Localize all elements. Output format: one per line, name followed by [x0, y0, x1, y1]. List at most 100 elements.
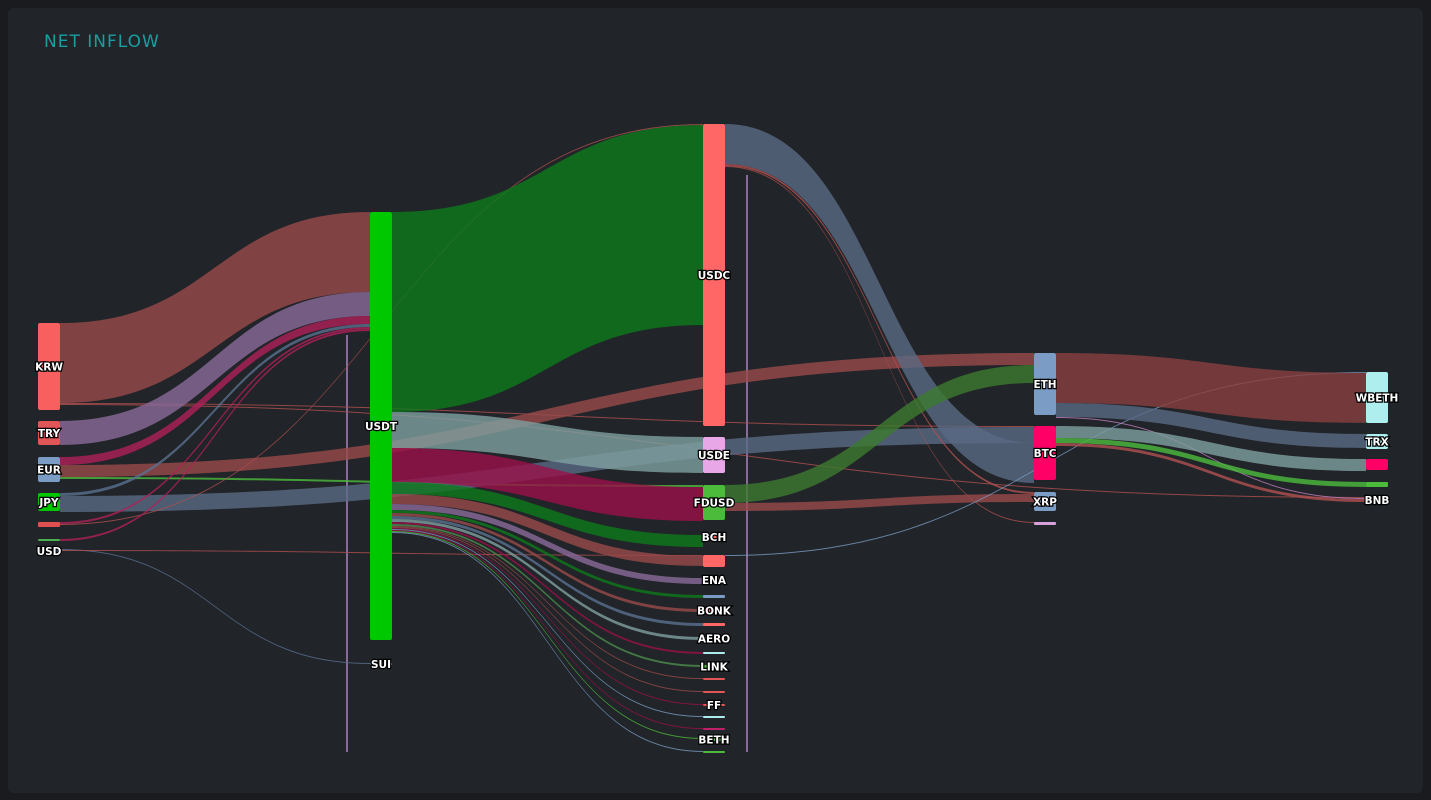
sankey-link[interactable] [392, 482, 703, 547]
node-label: USDC [698, 270, 731, 282]
node-label: FF [707, 700, 721, 712]
sankey-link[interactable] [392, 412, 703, 473]
sankey-link[interactable] [392, 526, 703, 679]
sankey-link[interactable] [60, 327, 370, 524]
nodes-layer [38, 124, 1388, 753]
sankey-node[interactable] [38, 457, 60, 482]
sankey-node[interactable] [703, 704, 725, 706]
sankey-node[interactable] [703, 738, 725, 741]
sankey-node[interactable] [703, 437, 725, 473]
sankey-link[interactable] [725, 124, 1034, 483]
sankey-link[interactable] [392, 531, 703, 739]
node-label: TRY [38, 428, 61, 440]
sankey-link[interactable] [725, 166, 1034, 523]
sankey-link[interactable] [392, 513, 703, 612]
sankey-link[interactable] [1056, 417, 1366, 499]
sankey-link[interactable] [392, 504, 703, 584]
sankey-link[interactable] [725, 365, 1034, 503]
sankey-link[interactable] [725, 164, 1034, 494]
sankey-link[interactable] [1056, 403, 1366, 448]
sankey-link[interactable] [60, 549, 370, 664]
sankey-node[interactable] [1366, 482, 1388, 487]
sankey-node[interactable] [703, 678, 725, 680]
sankey-node[interactable] [370, 663, 392, 665]
sankey-node[interactable] [1034, 353, 1056, 415]
sankey-link[interactable] [1056, 438, 1366, 487]
sankey-link[interactable] [1056, 353, 1366, 423]
node-label: BONK [697, 606, 732, 618]
sankey-link[interactable] [392, 528, 703, 705]
sankey-node[interactable] [38, 549, 60, 553]
sankey-link[interactable] [392, 529, 703, 717]
node-label: USDT [365, 421, 398, 433]
node-label: ENA [702, 575, 727, 587]
node-label: BCH [702, 532, 727, 544]
sankey-node[interactable] [703, 637, 725, 640]
sankey-node[interactable] [703, 716, 725, 718]
sankey-link[interactable] [725, 494, 1034, 511]
sankey-link[interactable] [60, 212, 370, 403]
node-label: ETH [1033, 379, 1056, 391]
node-label: LINK [700, 662, 728, 674]
sankey-node[interactable] [1366, 434, 1388, 449]
sankey-link[interactable] [392, 510, 703, 598]
chart-title: NET INFLOW [44, 32, 160, 52]
labels-layer: KRW TRY EUR JPY USD USDT SUI USDC USDE FDUSD BCH EN… [34, 269, 1400, 748]
sankey-node[interactable] [703, 485, 725, 520]
sankey-node[interactable] [1366, 497, 1388, 503]
sankey-node[interactable] [38, 493, 60, 511]
node-label: BTC [1034, 448, 1057, 460]
sankey-link[interactable] [392, 530, 703, 729]
node-label: USDE [698, 450, 730, 462]
sankey-node[interactable] [1034, 522, 1056, 525]
sankey-link[interactable] [60, 292, 370, 445]
sankey-link[interactable] [392, 125, 703, 412]
node-label: EUR [37, 465, 61, 477]
sankey-node[interactable] [703, 691, 725, 693]
sankey-node[interactable] [703, 595, 725, 598]
sankey-node[interactable] [703, 609, 725, 612]
sankey-link[interactable] [392, 494, 703, 566]
node-label: BETH [698, 735, 729, 747]
sankey-node[interactable] [703, 665, 725, 668]
node-label: TRX [1365, 437, 1388, 449]
node-label: AERO [698, 634, 730, 646]
sankey-node[interactable] [38, 522, 60, 527]
sankey-node[interactable] [38, 539, 60, 541]
sankey-node[interactable] [38, 323, 60, 410]
sankey-node[interactable] [1366, 372, 1388, 423]
node-label: XRP [1033, 497, 1057, 509]
sankey-link[interactable] [392, 448, 703, 521]
sankey-link[interactable] [60, 316, 370, 465]
sankey-node[interactable] [703, 623, 725, 626]
sankey-node[interactable] [1034, 426, 1056, 480]
node-label: KRW [35, 362, 63, 374]
sankey-node[interactable] [703, 728, 725, 730]
sankey-node[interactable] [1034, 492, 1056, 511]
sankey-link[interactable] [392, 516, 703, 626]
sankey-node[interactable] [703, 124, 725, 426]
sankey-node[interactable] [370, 212, 392, 640]
sankey-link[interactable] [392, 527, 703, 692]
sankey-node[interactable] [703, 535, 725, 539]
node-label: FDUSD [694, 498, 735, 510]
sankey-link[interactable] [1056, 426, 1366, 471]
sankey-node[interactable] [703, 751, 725, 753]
sankey-node[interactable] [703, 555, 725, 567]
sankey-link[interactable] [60, 353, 1034, 477]
sankey-node[interactable] [703, 652, 725, 654]
sankey-link[interactable] [392, 519, 703, 640]
sankey-link[interactable] [60, 324, 370, 496]
sankey-link[interactable] [392, 522, 703, 654]
node-label: USD [37, 546, 62, 558]
sankey-node[interactable] [38, 421, 60, 445]
sankey-link[interactable] [1056, 443, 1366, 502]
node-label: SUI [371, 659, 391, 671]
sankey-link[interactable] [60, 329, 370, 541]
sankey-link[interactable] [392, 524, 703, 667]
sankey-node[interactable] [1366, 459, 1388, 470]
node-label: JPY [38, 497, 59, 509]
sankey-link[interactable] [392, 532, 703, 752]
sankey-node[interactable] [703, 578, 725, 582]
